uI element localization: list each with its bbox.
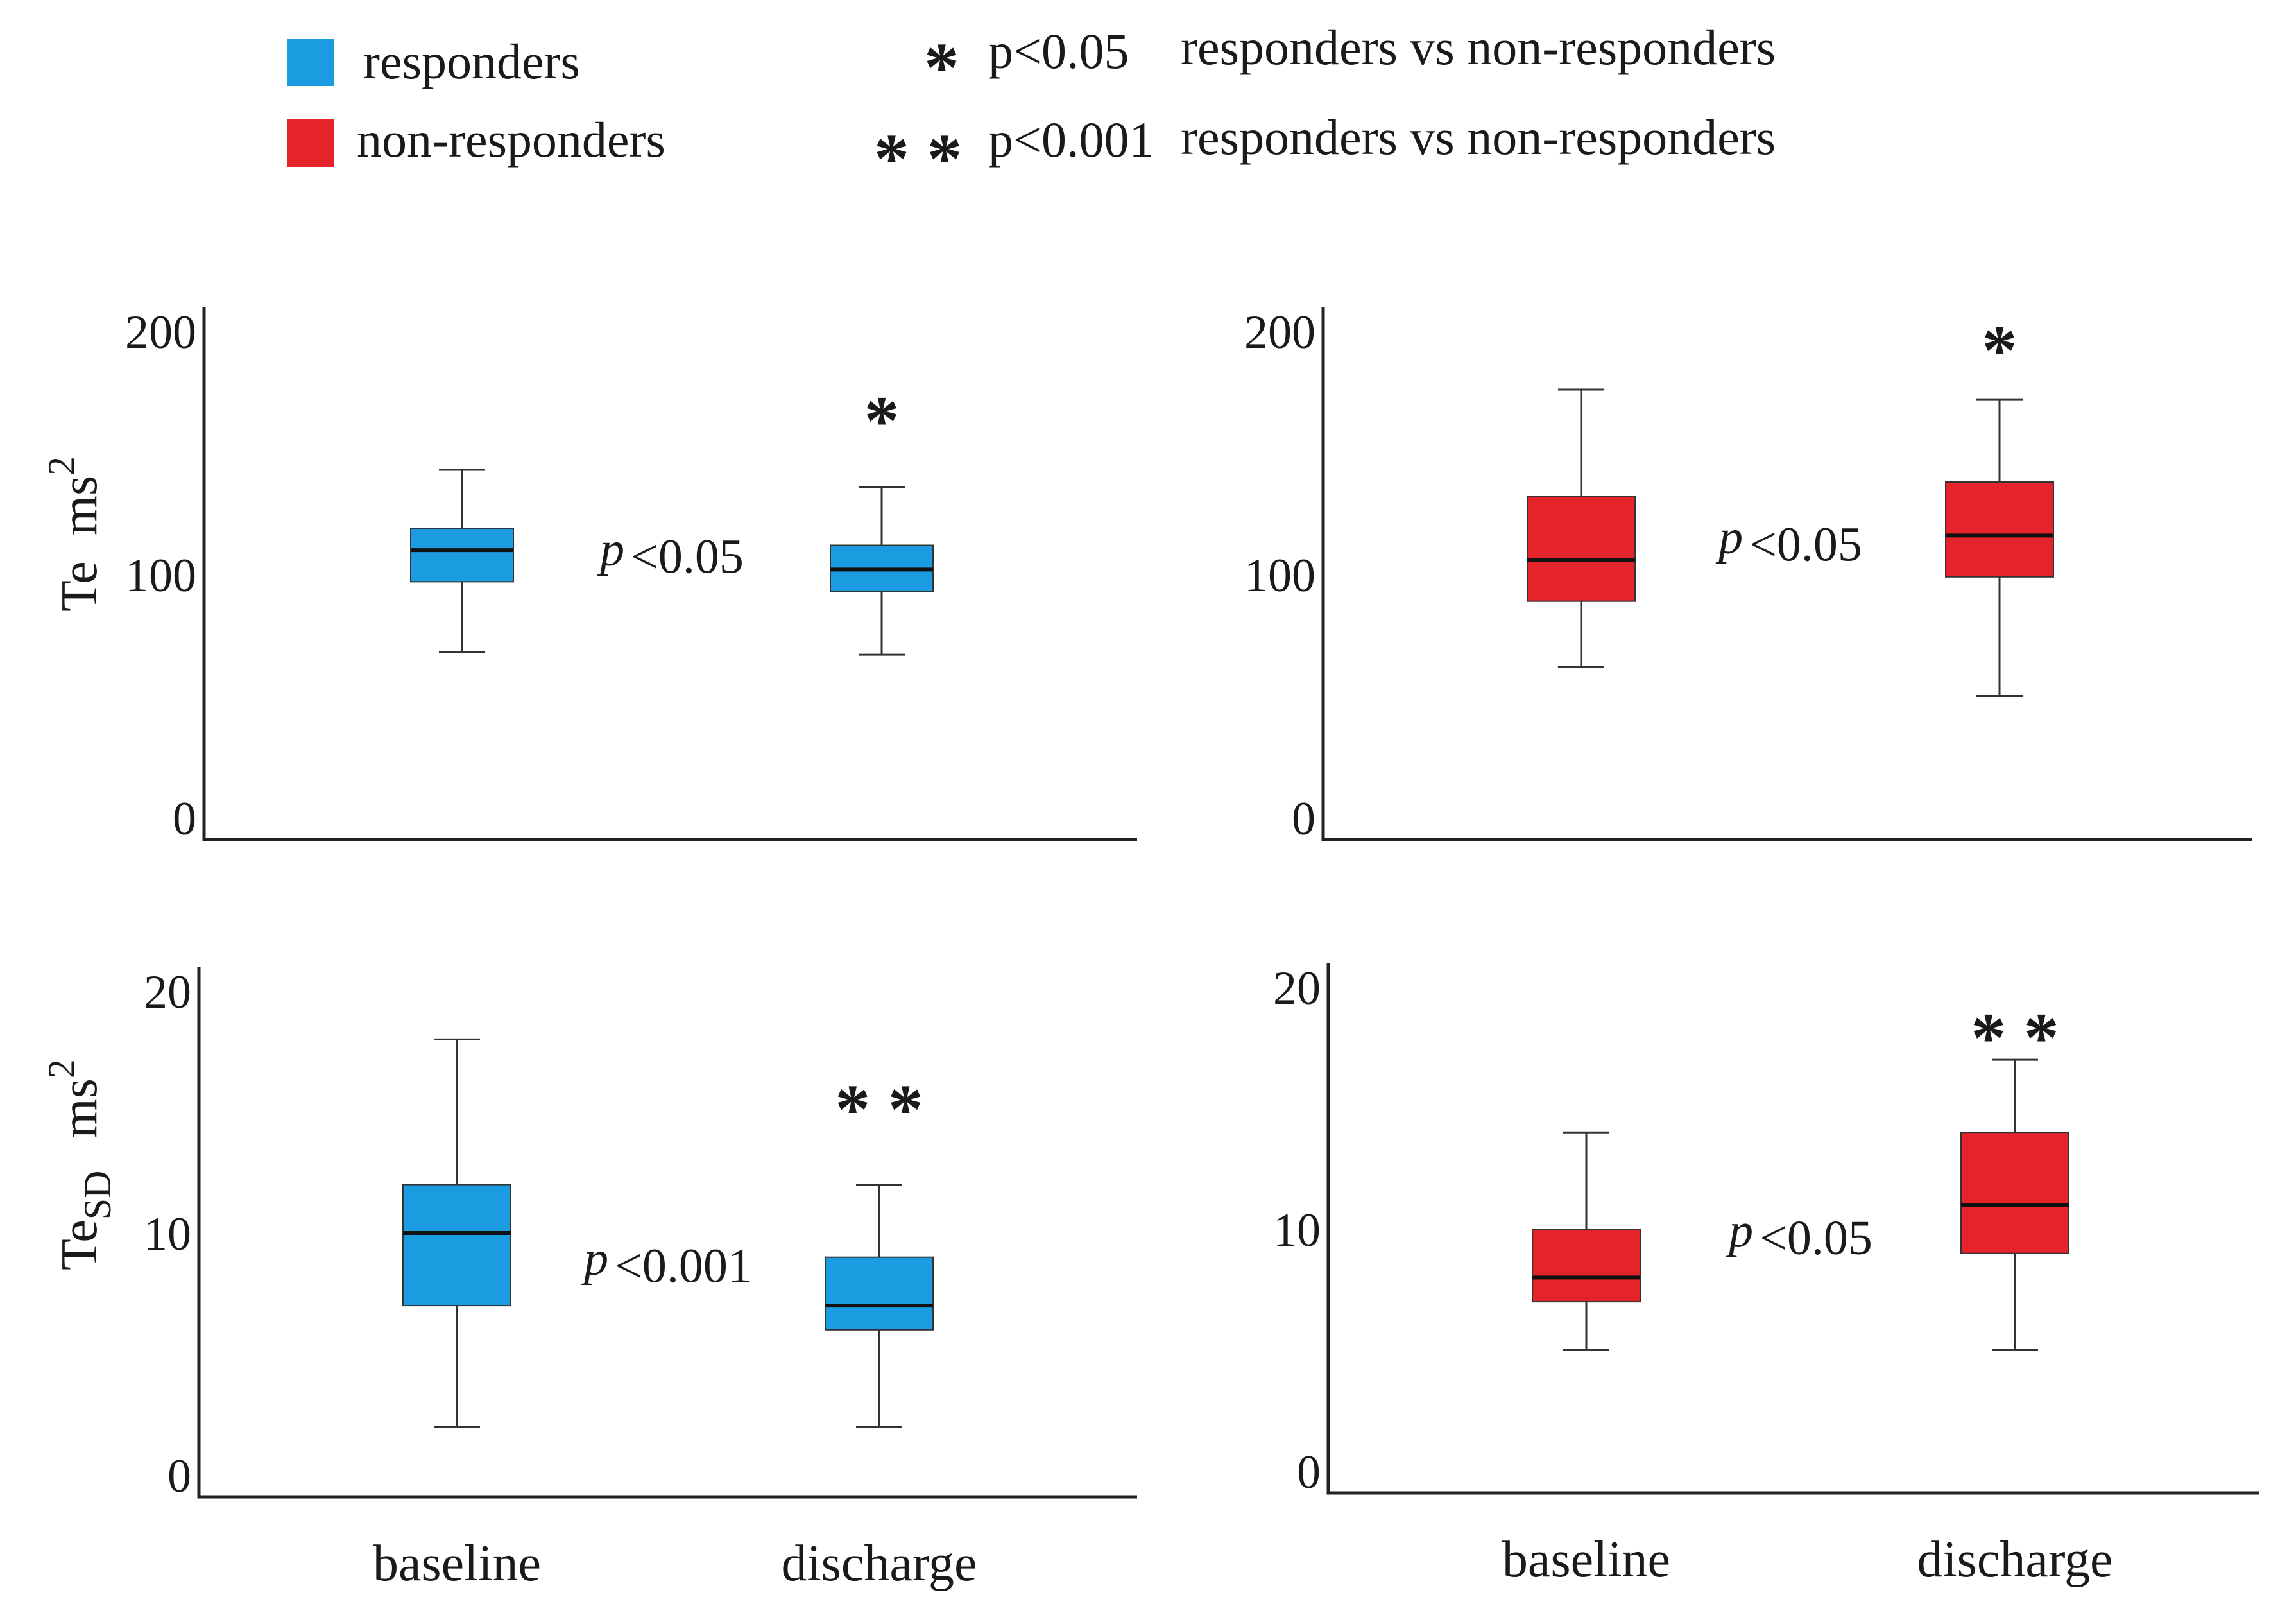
legend-significance-threshold-1: p<0.05 [988, 23, 1129, 79]
y-tick-label: 10 [144, 1208, 191, 1261]
x-category-label: discharge [781, 1535, 977, 1592]
x-category-label: discharge [1917, 1531, 2112, 1588]
significance-marker: * * [835, 1070, 923, 1148]
comparison-p-value: p <0.05 [1715, 510, 1862, 571]
axis-lines [1326, 963, 2259, 1495]
y-axis-label-sup: 2 [40, 1059, 83, 1078]
box-iqr [410, 527, 514, 583]
legend-label-responders: responders [363, 33, 580, 89]
y-tick-label: 100 [125, 549, 196, 602]
panel-3: 0 10 20 TeSD ms2 p <0.001 * * baseline discharge [40, 966, 1137, 1592]
x-category-label: baseline [373, 1535, 541, 1592]
legend: responders non-responders * p<0.05 respo… [287, 19, 1776, 198]
legend-significance-symbol-2: * * [874, 119, 963, 198]
legend-swatch-responders [287, 39, 334, 86]
y-axis-label-sub: SD [76, 1171, 119, 1220]
box-discharge [1960, 1058, 2069, 1351]
comparison-p-value: p <0.05 [1726, 1203, 1872, 1265]
legend-significance-text-1: responders vs non-responders [1181, 19, 1776, 75]
axis-lines [197, 967, 1137, 1499]
box-iqr [1532, 1229, 1641, 1303]
comparison-p-text: <0.05 [1760, 1211, 1872, 1265]
comparison-p-text: <0.05 [1749, 517, 1862, 571]
comparison-p-symbol: p [1726, 1203, 1753, 1257]
y-tick-label: 100 [1244, 549, 1315, 602]
y-axis-label-unit: ms [51, 1078, 108, 1138]
significance-marker: * [864, 381, 900, 460]
significance-marker: * * [1971, 998, 2059, 1076]
legend-significance-threshold-2: p<0.001 [988, 112, 1154, 168]
box-iqr [402, 1184, 511, 1307]
panel-4: 0 10 20 p <0.05 * * baseline discharge [1273, 962, 2259, 1588]
comparison-p-value: p <0.05 [597, 522, 744, 583]
comparison-p-text: <0.001 [615, 1239, 752, 1293]
y-tick-label: 20 [1273, 962, 1321, 1015]
comparison-p-text: <0.05 [631, 530, 744, 583]
box-baseline [1532, 1131, 1641, 1351]
comparison-p-symbol: p [597, 522, 624, 576]
y-tick-label: 0 [167, 1450, 191, 1503]
y-tick-label: 200 [125, 306, 196, 359]
comparison-p-symbol: p [1715, 510, 1743, 564]
box-iqr [825, 1256, 934, 1331]
y-tick-label: 0 [1292, 793, 1315, 845]
y-tick-label: 0 [1297, 1446, 1321, 1499]
box-discharge [825, 1184, 934, 1428]
box-discharge [1945, 398, 2054, 697]
comparison-p-value: p <0.001 [581, 1232, 752, 1293]
y-axis-label: TeSD ms2 [40, 1059, 119, 1270]
panel-1: 0 100 200 Te ms2 p <0.05 * [40, 306, 1137, 845]
box-baseline [410, 469, 514, 653]
box-baseline [1527, 388, 1636, 668]
y-axis-label-sup: 2 [40, 456, 83, 476]
y-axis-label-unit: ms [51, 476, 108, 535]
box-iqr [1527, 496, 1636, 602]
box-discharge [830, 486, 934, 656]
comparison-p-symbol: p [581, 1232, 608, 1286]
box-iqr [1945, 481, 2054, 578]
legend-swatch-non-responders [287, 119, 334, 167]
legend-label-non-responders: non-responders [357, 112, 665, 168]
axis-lines [1321, 307, 2252, 841]
y-tick-label: 0 [173, 793, 196, 845]
y-tick-label: 200 [1244, 306, 1315, 359]
box-iqr [1960, 1132, 2069, 1254]
axis-lines [202, 307, 1137, 841]
y-axis-label-main: Te [51, 1220, 108, 1270]
y-tick-label: 10 [1273, 1204, 1321, 1257]
significance-marker: * [1982, 311, 2018, 390]
y-axis-label-main: Te [51, 561, 108, 612]
legend-significance-text-2: responders vs non-responders [1181, 109, 1776, 165]
y-axis-label: Te ms2 [40, 456, 108, 612]
box-baseline [402, 1038, 511, 1428]
panel-2: 0 100 200 p <0.05 * [1244, 306, 2252, 845]
x-category-label: baseline [1502, 1531, 1670, 1588]
y-tick-label: 20 [144, 966, 191, 1019]
legend-significance-symbol-1: * [924, 28, 959, 107]
